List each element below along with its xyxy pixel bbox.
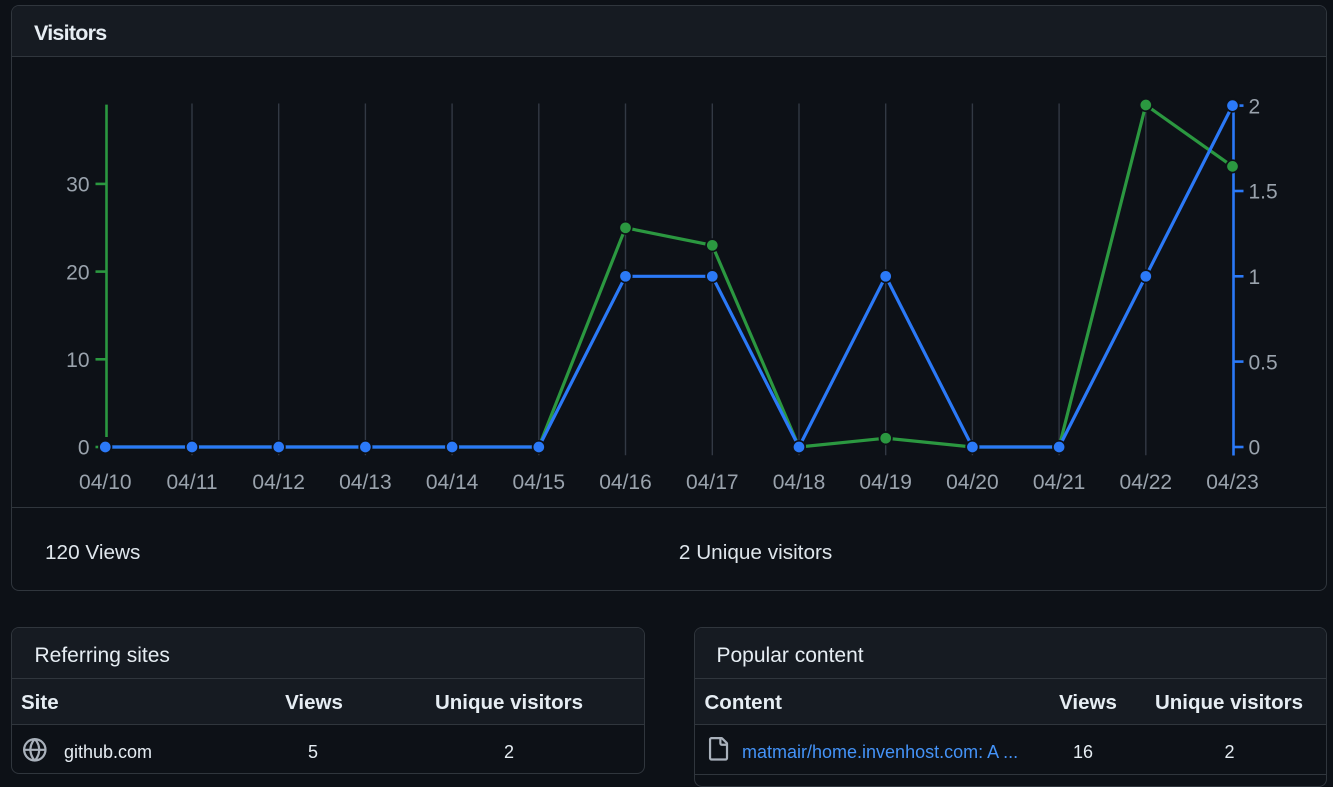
svg-text:04/21: 04/21	[1033, 471, 1086, 494]
svg-text:04/19: 04/19	[859, 471, 912, 494]
svg-text:0.5: 0.5	[1249, 351, 1278, 374]
svg-text:1: 1	[1249, 266, 1261, 289]
svg-text:04/22: 04/22	[1120, 471, 1173, 494]
svg-text:0: 0	[78, 437, 90, 460]
svg-text:04/23: 04/23	[1206, 471, 1259, 494]
svg-text:04/11: 04/11	[167, 471, 218, 494]
svg-text:1.5: 1.5	[1249, 181, 1278, 204]
svg-text:04/13: 04/13	[339, 471, 392, 494]
svg-text:04/12: 04/12	[252, 471, 305, 494]
svg-text:0: 0	[1249, 437, 1261, 460]
svg-text:04/18: 04/18	[773, 471, 826, 494]
svg-text:10: 10	[66, 349, 89, 372]
svg-text:20: 20	[66, 261, 89, 284]
svg-text:04/20: 04/20	[946, 471, 999, 494]
svg-text:04/10: 04/10	[79, 471, 132, 494]
svg-text:04/14: 04/14	[426, 471, 479, 494]
svg-text:2: 2	[1249, 95, 1261, 118]
svg-text:04/17: 04/17	[686, 471, 739, 494]
svg-text:04/16: 04/16	[599, 471, 652, 494]
svg-text:04/15: 04/15	[513, 471, 566, 494]
svg-text:30: 30	[66, 174, 89, 197]
